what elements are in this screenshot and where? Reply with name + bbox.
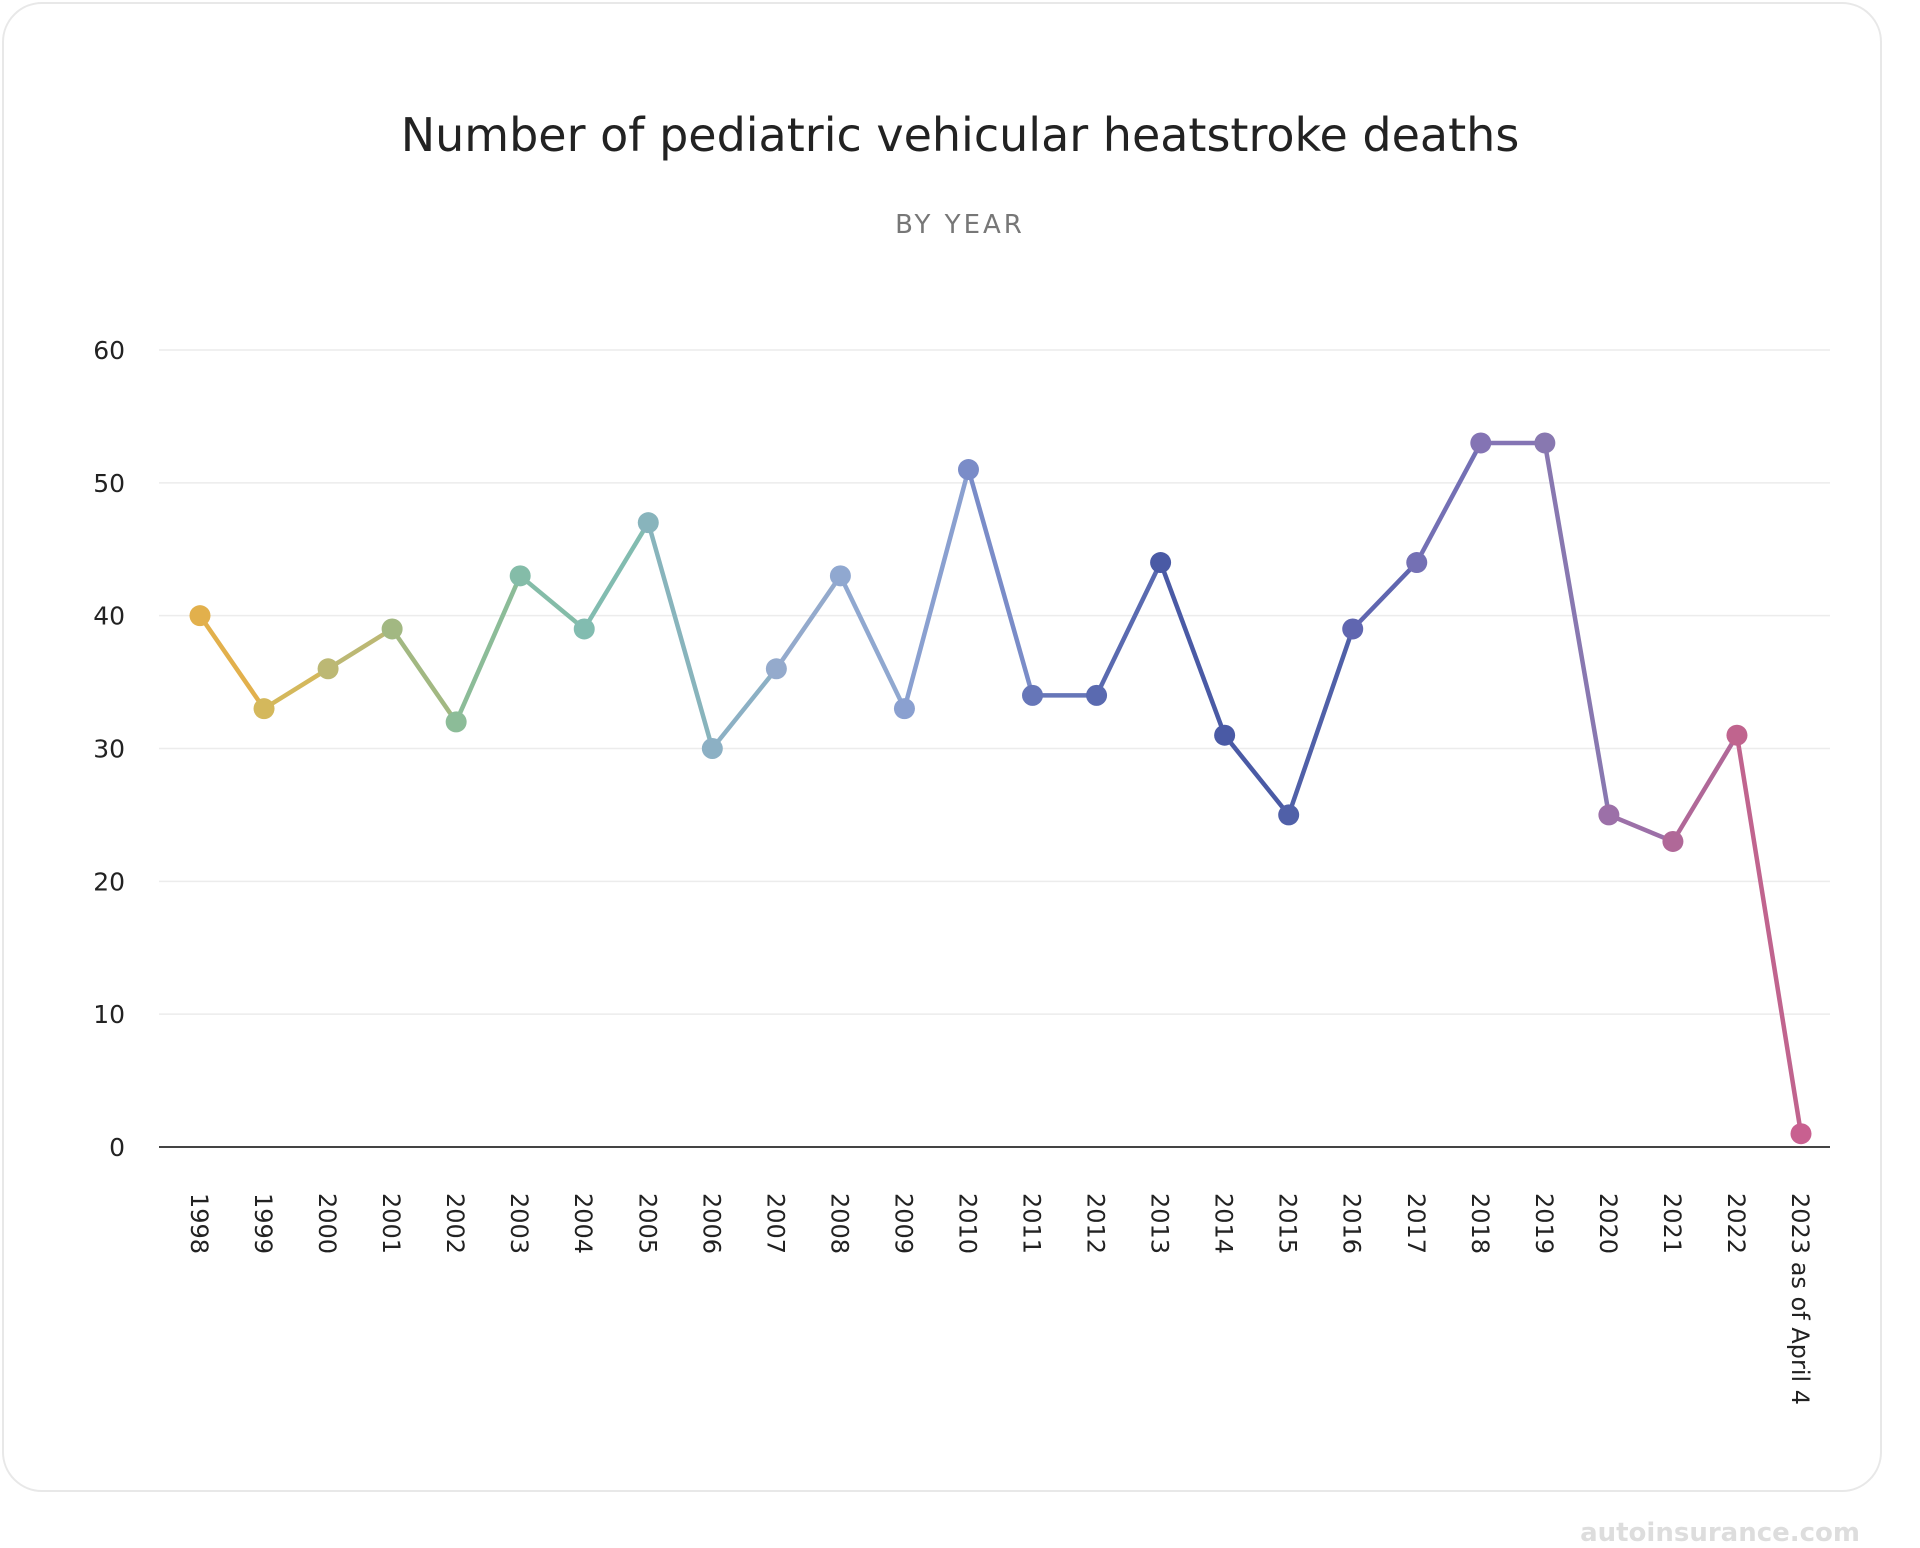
series-segment xyxy=(902,468,971,710)
data-point xyxy=(637,512,659,534)
series-segment xyxy=(582,521,651,631)
x-tick-label: 2004 xyxy=(569,1193,597,1254)
x-tick-label: 1999 xyxy=(249,1193,277,1254)
series-segment xyxy=(1286,628,1355,816)
series-segment xyxy=(262,666,330,711)
data-point xyxy=(1790,1123,1812,1145)
data-point xyxy=(253,698,275,720)
series-segment xyxy=(326,627,394,671)
x-tick-label: 2007 xyxy=(761,1193,789,1254)
x-tick-label: 2002 xyxy=(441,1193,469,1254)
series-segment xyxy=(710,667,779,750)
x-tick-label: 2010 xyxy=(953,1193,981,1254)
data-point xyxy=(1406,552,1428,574)
data-point xyxy=(573,618,595,640)
data-point xyxy=(1278,804,1300,826)
y-tick-label: 30 xyxy=(93,735,125,764)
data-point xyxy=(317,658,339,680)
series-segment xyxy=(1542,442,1612,816)
chart-subtitle: BY YEAR xyxy=(895,210,1025,240)
x-tick-label: 2006 xyxy=(697,1193,725,1254)
data-point xyxy=(957,459,979,481)
x-tick-label: 2012 xyxy=(1082,1193,1110,1254)
series-segment xyxy=(1094,561,1163,697)
data-point xyxy=(1342,618,1364,640)
x-tick-label: 2017 xyxy=(1402,1193,1430,1254)
y-tick-label: 10 xyxy=(93,1000,125,1029)
x-tick-label: 2022 xyxy=(1722,1193,1750,1254)
chart-card xyxy=(2,2,1882,1492)
data-point xyxy=(765,658,787,680)
y-tick-label: 40 xyxy=(93,602,125,631)
x-tick-label: 2001 xyxy=(377,1193,405,1254)
data-point xyxy=(1662,830,1684,852)
series-segment xyxy=(1734,734,1804,1135)
x-tick-label: 2020 xyxy=(1594,1193,1622,1254)
data-point xyxy=(1086,684,1108,706)
series-segment xyxy=(1670,734,1739,843)
series-segment xyxy=(1158,561,1227,736)
x-tick-label: 1998 xyxy=(185,1193,213,1254)
series-segment xyxy=(454,574,523,723)
x-tick-label: 2015 xyxy=(1274,1193,1302,1254)
x-tick-label: 2005 xyxy=(633,1193,661,1254)
data-point xyxy=(1470,432,1492,454)
series-segment xyxy=(390,627,459,724)
data-point xyxy=(1534,432,1556,454)
data-point xyxy=(1214,724,1236,746)
data-point xyxy=(509,565,531,587)
watermark-logo: autoinsurance.com xyxy=(1580,1518,1860,1548)
data-point xyxy=(701,738,723,759)
chart-title: Number of pediatric vehicular heatstroke… xyxy=(400,108,1520,162)
x-tick-label: 2000 xyxy=(313,1193,341,1254)
y-tick-label: 0 xyxy=(109,1133,125,1162)
series-segment xyxy=(774,574,843,671)
series-segment xyxy=(1351,560,1419,631)
y-tick-label: 20 xyxy=(93,867,125,896)
series-segment xyxy=(198,614,266,710)
x-tick-label: 2014 xyxy=(1210,1193,1238,1254)
data-point xyxy=(189,605,211,627)
data-point xyxy=(1150,552,1172,574)
series-segment xyxy=(1222,733,1291,817)
data-point xyxy=(1598,804,1620,826)
x-tick-label: 2003 xyxy=(505,1193,533,1254)
series-segment xyxy=(1608,812,1674,844)
x-tick-label: 2023 as of April 4 xyxy=(1786,1193,1814,1405)
data-point xyxy=(1726,724,1748,746)
x-tick-label: 2009 xyxy=(889,1193,917,1254)
series-segment xyxy=(1414,441,1483,564)
x-tick-label: 2008 xyxy=(825,1193,853,1254)
data-point xyxy=(829,565,851,587)
data-point xyxy=(381,618,403,640)
x-tick-label: 2019 xyxy=(1530,1193,1558,1254)
data-point xyxy=(893,698,915,720)
x-tick-label: 2013 xyxy=(1146,1193,1174,1254)
data-point xyxy=(445,711,467,733)
x-tick-label: 2018 xyxy=(1466,1193,1494,1254)
data-point xyxy=(1022,684,1044,706)
x-tick-label: 2016 xyxy=(1338,1193,1366,1254)
y-tick-label: 50 xyxy=(93,469,125,498)
x-tick-label: 2021 xyxy=(1658,1193,1686,1254)
y-tick-label: 60 xyxy=(93,336,125,365)
series-segment xyxy=(838,574,907,710)
x-tick-label: 2011 xyxy=(1018,1193,1046,1254)
series-segment xyxy=(646,522,715,750)
series-segment xyxy=(518,574,586,631)
series-segment xyxy=(966,468,1035,696)
